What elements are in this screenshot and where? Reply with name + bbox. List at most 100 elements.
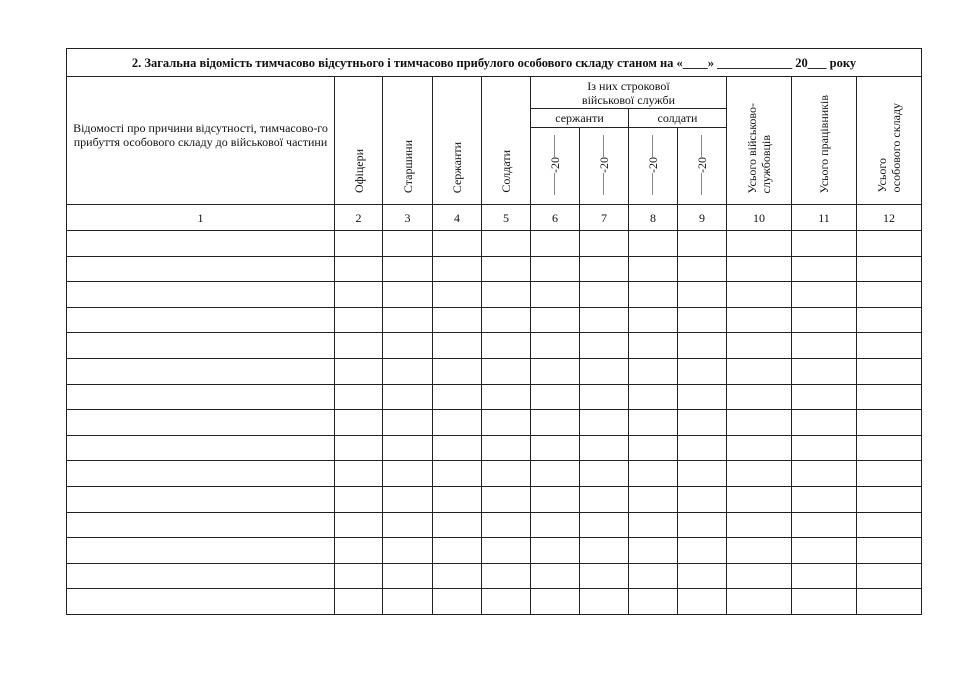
table-cell[interactable]	[334, 460, 383, 487]
table-cell[interactable]	[530, 281, 580, 308]
table-cell[interactable]	[628, 460, 678, 487]
table-cell[interactable]	[791, 562, 857, 590]
table-cell[interactable]	[481, 485, 531, 513]
table-cell[interactable]	[334, 409, 383, 436]
table-cell[interactable]	[432, 562, 482, 590]
table-cell[interactable]	[791, 230, 857, 257]
table-cell[interactable]	[677, 281, 727, 308]
table-cell[interactable]	[579, 306, 629, 334]
table-cell[interactable]	[579, 460, 629, 487]
table-cell[interactable]	[855, 306, 923, 334]
table-cell[interactable]	[791, 409, 857, 436]
table-cell[interactable]	[481, 357, 531, 385]
table-cell[interactable]	[481, 434, 531, 462]
table-cell[interactable]	[579, 357, 629, 385]
table-cell[interactable]	[382, 357, 433, 385]
table-cell[interactable]	[66, 357, 335, 385]
table-cell[interactable]	[791, 383, 857, 411]
table-cell[interactable]	[530, 434, 580, 462]
table-cell[interactable]	[855, 485, 923, 513]
table-cell[interactable]	[334, 511, 383, 539]
table-cell[interactable]	[791, 357, 857, 385]
table-cell[interactable]	[579, 511, 629, 539]
table-cell[interactable]	[530, 255, 580, 283]
table-cell[interactable]	[382, 537, 433, 564]
table-cell[interactable]	[432, 537, 482, 564]
table-cell[interactable]	[432, 485, 482, 513]
table-cell[interactable]	[726, 537, 792, 564]
table-cell[interactable]	[855, 281, 923, 308]
table-cell[interactable]	[334, 306, 383, 334]
table-cell[interactable]	[855, 460, 923, 487]
table-cell[interactable]	[791, 485, 857, 513]
table-cell[interactable]	[726, 434, 792, 462]
table-cell[interactable]	[726, 281, 792, 308]
table-cell[interactable]	[855, 588, 923, 615]
table-cell[interactable]	[855, 230, 923, 257]
table-cell[interactable]	[628, 230, 678, 257]
table-cell[interactable]	[66, 255, 335, 283]
table-cell[interactable]	[628, 281, 678, 308]
table-cell[interactable]	[579, 255, 629, 283]
table-cell[interactable]	[628, 537, 678, 564]
table-cell[interactable]	[677, 255, 727, 283]
table-cell[interactable]	[855, 383, 923, 411]
table-cell[interactable]	[726, 485, 792, 513]
table-cell[interactable]	[334, 255, 383, 283]
table-cell[interactable]	[530, 511, 580, 539]
table-cell[interactable]	[530, 230, 580, 257]
table-cell[interactable]	[382, 332, 433, 359]
table-cell[interactable]	[66, 562, 335, 590]
table-cell[interactable]	[481, 511, 531, 539]
table-cell[interactable]	[628, 434, 678, 462]
table-cell[interactable]	[677, 460, 727, 487]
table-cell[interactable]	[432, 357, 482, 385]
table-cell[interactable]	[530, 409, 580, 436]
table-cell[interactable]	[382, 562, 433, 590]
table-cell[interactable]	[726, 230, 792, 257]
table-cell[interactable]	[791, 332, 857, 359]
table-cell[interactable]	[726, 255, 792, 283]
table-cell[interactable]	[530, 537, 580, 564]
table-cell[interactable]	[530, 383, 580, 411]
table-cell[interactable]	[791, 255, 857, 283]
table-cell[interactable]	[382, 306, 433, 334]
table-cell[interactable]	[628, 485, 678, 513]
table-cell[interactable]	[579, 409, 629, 436]
table-cell[interactable]	[481, 230, 531, 257]
table-cell[interactable]	[382, 230, 433, 257]
table-cell[interactable]	[382, 485, 433, 513]
table-cell[interactable]	[66, 306, 335, 334]
table-cell[interactable]	[382, 511, 433, 539]
table-cell[interactable]	[530, 588, 580, 615]
table-cell[interactable]	[481, 255, 531, 283]
table-cell[interactable]	[481, 588, 531, 615]
table-cell[interactable]	[481, 383, 531, 411]
table-cell[interactable]	[382, 434, 433, 462]
table-cell[interactable]	[66, 485, 335, 513]
table-cell[interactable]	[66, 537, 335, 564]
table-cell[interactable]	[791, 306, 857, 334]
table-cell[interactable]	[628, 588, 678, 615]
table-cell[interactable]	[579, 230, 629, 257]
table-cell[interactable]	[66, 460, 335, 487]
table-cell[interactable]	[432, 281, 482, 308]
table-cell[interactable]	[432, 511, 482, 539]
table-cell[interactable]	[334, 588, 383, 615]
table-cell[interactable]	[677, 562, 727, 590]
table-cell[interactable]	[726, 306, 792, 334]
table-cell[interactable]	[334, 485, 383, 513]
table-cell[interactable]	[334, 332, 383, 359]
table-cell[interactable]	[334, 562, 383, 590]
table-cell[interactable]	[677, 230, 727, 257]
table-cell[interactable]	[726, 332, 792, 359]
table-cell[interactable]	[382, 588, 433, 615]
table-cell[interactable]	[628, 332, 678, 359]
table-cell[interactable]	[855, 409, 923, 436]
table-cell[interactable]	[66, 230, 335, 257]
table-cell[interactable]	[432, 588, 482, 615]
table-cell[interactable]	[334, 230, 383, 257]
table-cell[interactable]	[579, 383, 629, 411]
table-cell[interactable]	[579, 588, 629, 615]
table-cell[interactable]	[334, 537, 383, 564]
